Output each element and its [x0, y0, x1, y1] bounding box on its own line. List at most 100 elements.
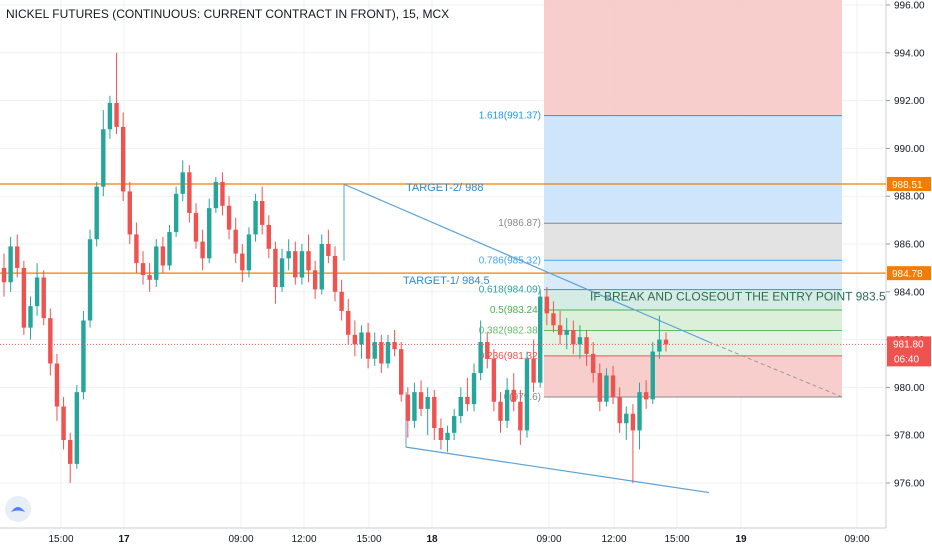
candle-body: [180, 172, 185, 194]
candle-body: [266, 224, 271, 249]
candle-body: [200, 241, 205, 259]
candle-body: [68, 439, 73, 464]
candle-body: [412, 392, 417, 421]
time-axis-label: 12:00: [601, 534, 626, 545]
candle-body: [624, 413, 629, 424]
time-axis-label: 15:00: [48, 534, 73, 545]
time-axis-label: 18: [426, 534, 438, 545]
price-axis-label: 996.00: [894, 1, 925, 12]
time-axis-label: 09:00: [536, 534, 561, 545]
candle-body: [81, 320, 86, 393]
fib-level-label: 0.382(982.38): [479, 326, 541, 337]
candle-body: [399, 349, 404, 395]
candle-body: [147, 275, 152, 280]
time-axis-label: 19: [735, 534, 747, 545]
candle-body: [87, 239, 93, 321]
candle-body: [339, 291, 344, 311]
candle-body: [511, 389, 516, 402]
candle-body: [1, 267, 7, 283]
fib-level-label: 0.236(981.32): [479, 351, 541, 362]
candle-body: [657, 339, 662, 352]
candle-body: [445, 432, 450, 440]
candle-body: [610, 375, 616, 397]
candle-body: [259, 200, 265, 225]
candle-body: [425, 396, 430, 409]
candle-body: [478, 341, 483, 374]
candle-body: [538, 296, 543, 383]
candle-body: [246, 234, 252, 271]
candle-body: [584, 337, 589, 354]
candle-body: [28, 306, 33, 328]
candle-body: [551, 313, 556, 326]
target-1-label: TARGET-1/ 984.5: [403, 275, 490, 287]
candle-body: [359, 332, 364, 345]
time-axis-label: 15:00: [664, 534, 689, 545]
candle-body: [418, 392, 424, 409]
level-price-tag: [887, 177, 931, 192]
price-axis-label: 976.00: [894, 479, 925, 490]
candle-body: [140, 263, 146, 276]
last-price-tag-text: 981.80: [893, 339, 924, 350]
candle-body: [471, 373, 477, 405]
candle-body: [101, 129, 106, 187]
candle-body: [332, 255, 338, 292]
candle-body: [48, 318, 53, 364]
candle-body: [385, 341, 391, 364]
price-axis-label: 988.00: [894, 192, 925, 203]
candle-body: [392, 341, 397, 350]
candle-body: [107, 102, 113, 130]
candle-body: [127, 191, 132, 235]
tradingview-logo-icon[interactable]: [5, 496, 31, 522]
fib-level-label: 1(986.87): [498, 218, 541, 229]
upper-trendline: [343, 183, 710, 343]
candle-body: [173, 193, 179, 233]
candle-body: [299, 251, 305, 278]
candle-body: [154, 246, 159, 280]
level-price-tag-text: 984.78: [892, 269, 923, 280]
time-axis-label: 15:00: [356, 534, 381, 545]
candle-body: [253, 200, 258, 235]
fib-zone-786: [544, 260, 842, 290]
candle-body: [577, 337, 583, 345]
candle-body: [458, 396, 463, 417]
upper-trendline-extension: [708, 341, 843, 398]
candle-body: [643, 392, 649, 400]
candle-body: [286, 251, 291, 259]
candle-body: [273, 248, 278, 288]
candle-body: [21, 267, 27, 328]
fib-zone-1: [544, 223, 842, 261]
candle-body: [544, 296, 550, 314]
lower-trendline: [405, 446, 710, 494]
price-axis-label: 984.00: [894, 287, 925, 298]
candle-body: [617, 396, 622, 424]
fib-zone-618: [544, 289, 842, 310]
candle-body: [524, 358, 530, 431]
price-axis-label: 990.00: [894, 144, 925, 155]
candle-body: [405, 394, 411, 421]
candle-body: [134, 234, 139, 264]
candle-body: [220, 181, 225, 206]
candle-body: [8, 246, 13, 283]
annotation-text: IF BREAK AND CLOSEOUT THE ENTRY POINT 98…: [590, 290, 886, 304]
candle-body: [352, 334, 358, 345]
candle-body: [630, 413, 636, 431]
candle-body: [213, 181, 219, 209]
candle-body: [120, 126, 126, 192]
candle-body: [233, 229, 238, 254]
candle-body: [240, 253, 245, 271]
fib-zone-5: [544, 309, 842, 331]
candle-body: [379, 341, 384, 364]
time-axis-label: 12:00: [291, 534, 316, 545]
level-price-tag: [887, 266, 931, 281]
candle-body: [306, 251, 311, 271]
price-axis-label: 978.00: [894, 431, 925, 442]
candle-body: [451, 416, 457, 433]
candle-body: [637, 392, 642, 431]
candle-body: [491, 358, 497, 402]
candle-body: [74, 392, 80, 464]
price-axis-label: 986.00: [894, 240, 925, 251]
candle-body: [438, 428, 444, 440]
candle-body: [498, 401, 503, 421]
candle-body: [41, 277, 46, 319]
